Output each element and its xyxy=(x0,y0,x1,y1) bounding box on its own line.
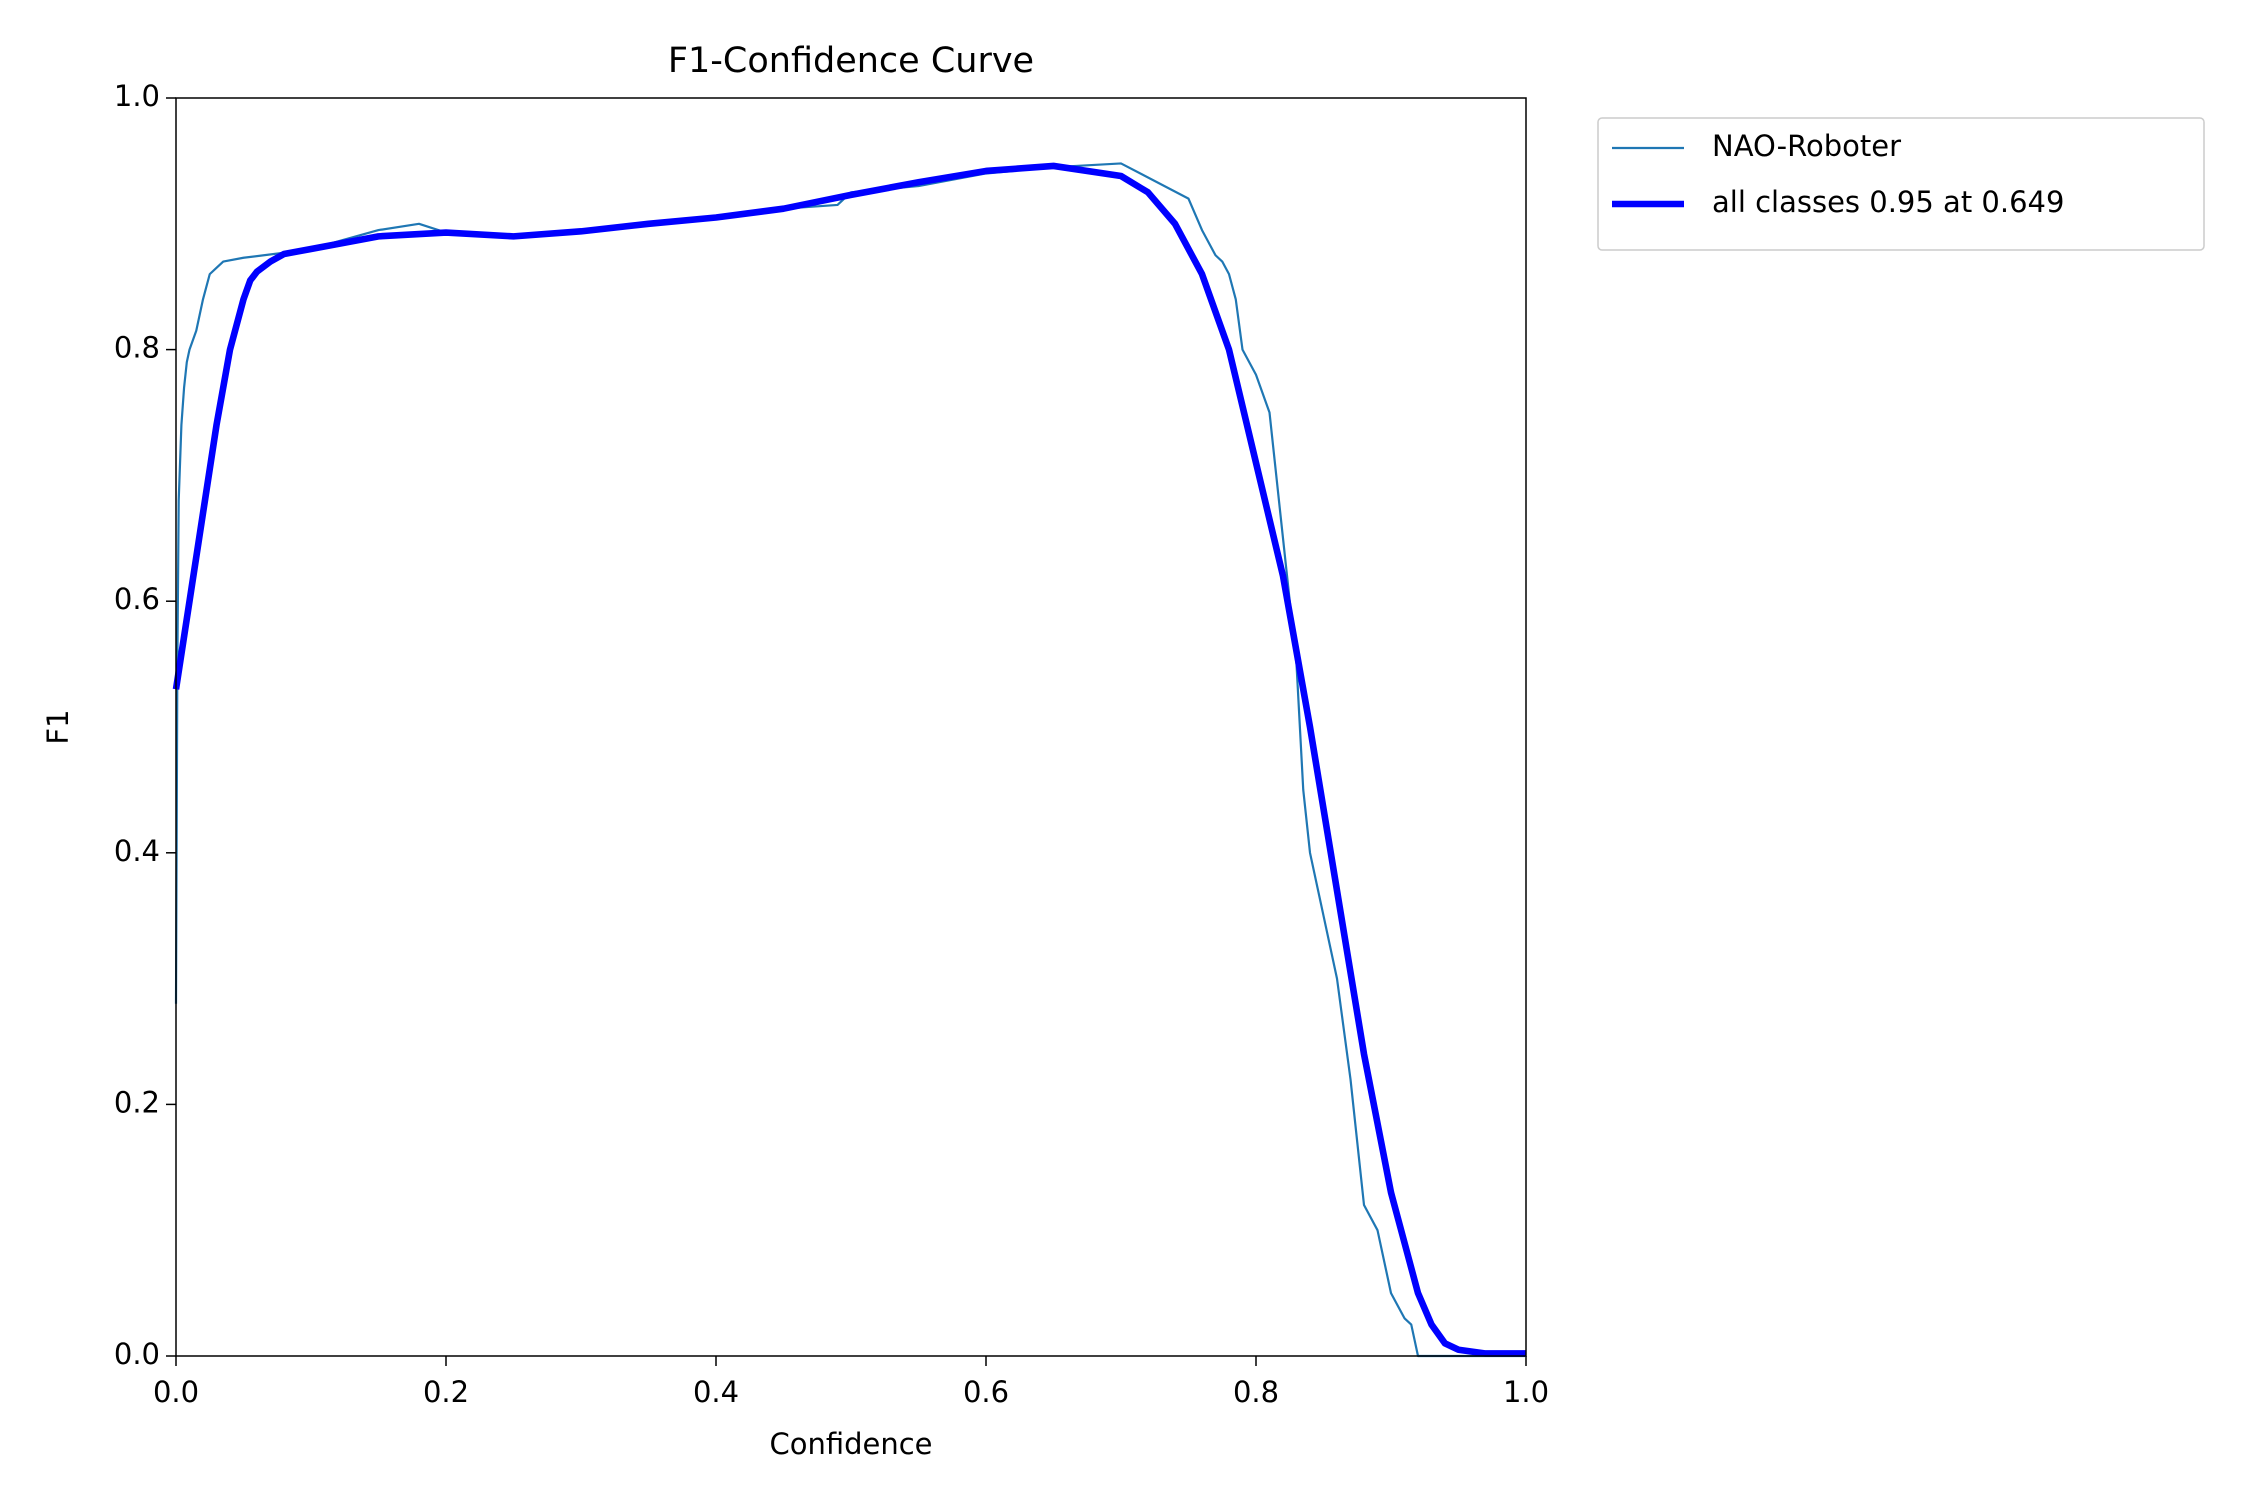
x-tick-label: 0.8 xyxy=(1233,1375,1279,1409)
x-tick-label: 0.6 xyxy=(963,1375,1009,1409)
x-tick-label: 0.4 xyxy=(693,1375,739,1409)
y-tick-label: 0.0 xyxy=(114,1337,160,1371)
series-line xyxy=(174,162,1526,1358)
y-axis-label: F1 xyxy=(41,709,75,744)
series-line xyxy=(172,162,1526,1357)
y-tick-label: 0.6 xyxy=(114,582,160,616)
legend-label: all classes 0.95 at 0.649 xyxy=(1712,185,2064,219)
y-tick-label: 0.8 xyxy=(114,331,160,365)
x-axis-label: Confidence xyxy=(769,1427,932,1461)
chart-title: F1-Confidence Curve xyxy=(668,41,1034,81)
legend-label: NAO-Roboter xyxy=(1712,129,1901,163)
legend-box xyxy=(1597,117,2205,251)
plot-frame xyxy=(175,97,1527,1357)
x-tick-label: 1.0 xyxy=(1503,1375,1549,1409)
y-tick-label: 1.0 xyxy=(114,79,160,113)
y-tick-label: 0.4 xyxy=(114,834,160,868)
x-tick-label: 0.0 xyxy=(153,1375,199,1409)
y-tick-label: 0.2 xyxy=(114,1085,160,1119)
x-tick-label: 0.2 xyxy=(423,1375,469,1409)
